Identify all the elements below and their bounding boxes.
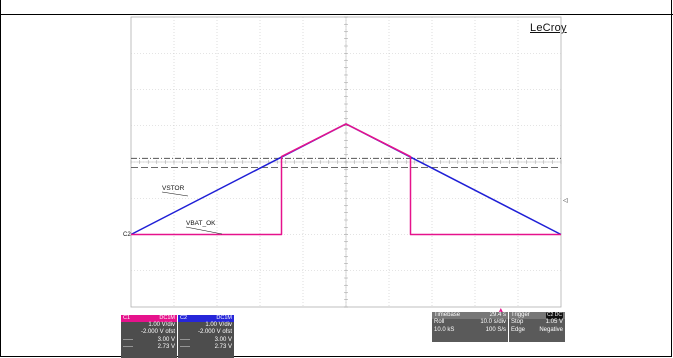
timebase-rate: 100 S/s [485, 326, 506, 333]
vbat-ok-label: VBAT_OK [186, 220, 216, 227]
channel2-panel[interactable]: C2 DC1M 1.00 V/div -2.000 V ofst ----- 3.0… [178, 315, 234, 358]
timebase-label: Timebase [434, 312, 461, 318]
trigger-level-marker: ◁ [563, 198, 568, 204]
lecroy-logo: LeCroy [530, 22, 567, 34]
ch1-offset: -2.000 V ofst [140, 329, 175, 336]
ch1-level2: 2.73 V [157, 343, 175, 350]
timebase-samples: 10.0 kS [434, 326, 455, 333]
ch1-header: DC1M [159, 315, 175, 321]
waveform-traces [130, 123, 562, 236]
ch1-level1: 3.00 V [157, 336, 175, 343]
graticule [130, 16, 562, 308]
trigger-position-marker [498, 308, 504, 313]
timebase-panel[interactable]: Timebase 29.4 s Roll 10.0 s/div 10.0 kS 100… [432, 312, 508, 342]
threshold-lines [131, 157, 561, 168]
ch2-tag: C2 [180, 315, 188, 321]
vstor-label: VSTOR [162, 185, 185, 192]
timebase-delay: 29.4 s [489, 312, 506, 318]
ch2-vdiv: 1.00 V/div [205, 322, 232, 328]
trigger-level: 1.05 V [545, 319, 563, 326]
trigger-type: Edge [511, 326, 526, 333]
vbat-ok-label-leader [185, 226, 223, 235]
ch2-header: DC1M [216, 315, 232, 321]
trigger-panel[interactable]: Trigger C2 DC Stop 1.05 V Edge Negative [509, 312, 565, 342]
ch2-level1: 3.00 V [214, 336, 232, 343]
trigger-slope: Negative [539, 326, 563, 333]
ch2-offset: -2.000 V ofst [197, 329, 232, 336]
trigger-label: Trigger [511, 312, 530, 318]
timebase-sdiv: 10.0 s/div [480, 319, 506, 326]
vbat-ok-trace [131, 123, 561, 236]
ch1-vdiv: 1.00 V/div [148, 322, 175, 328]
timebase-mode: Roll [434, 319, 445, 326]
trigger-mode: Stop [511, 319, 524, 326]
ch2-level2: 2.73 V [214, 343, 232, 350]
ch1-tag: C1 [123, 315, 131, 321]
trigger-badge: C2 DC [545, 312, 563, 320]
top-divider [0, 14, 673, 15]
channel1-panel[interactable]: C1 DC1M 1.00 V/div -2.000 V ofst ----- 3.0… [121, 315, 177, 358]
vstor-label-leader [161, 191, 189, 197]
c2-ground-marker: C2 [123, 232, 131, 238]
